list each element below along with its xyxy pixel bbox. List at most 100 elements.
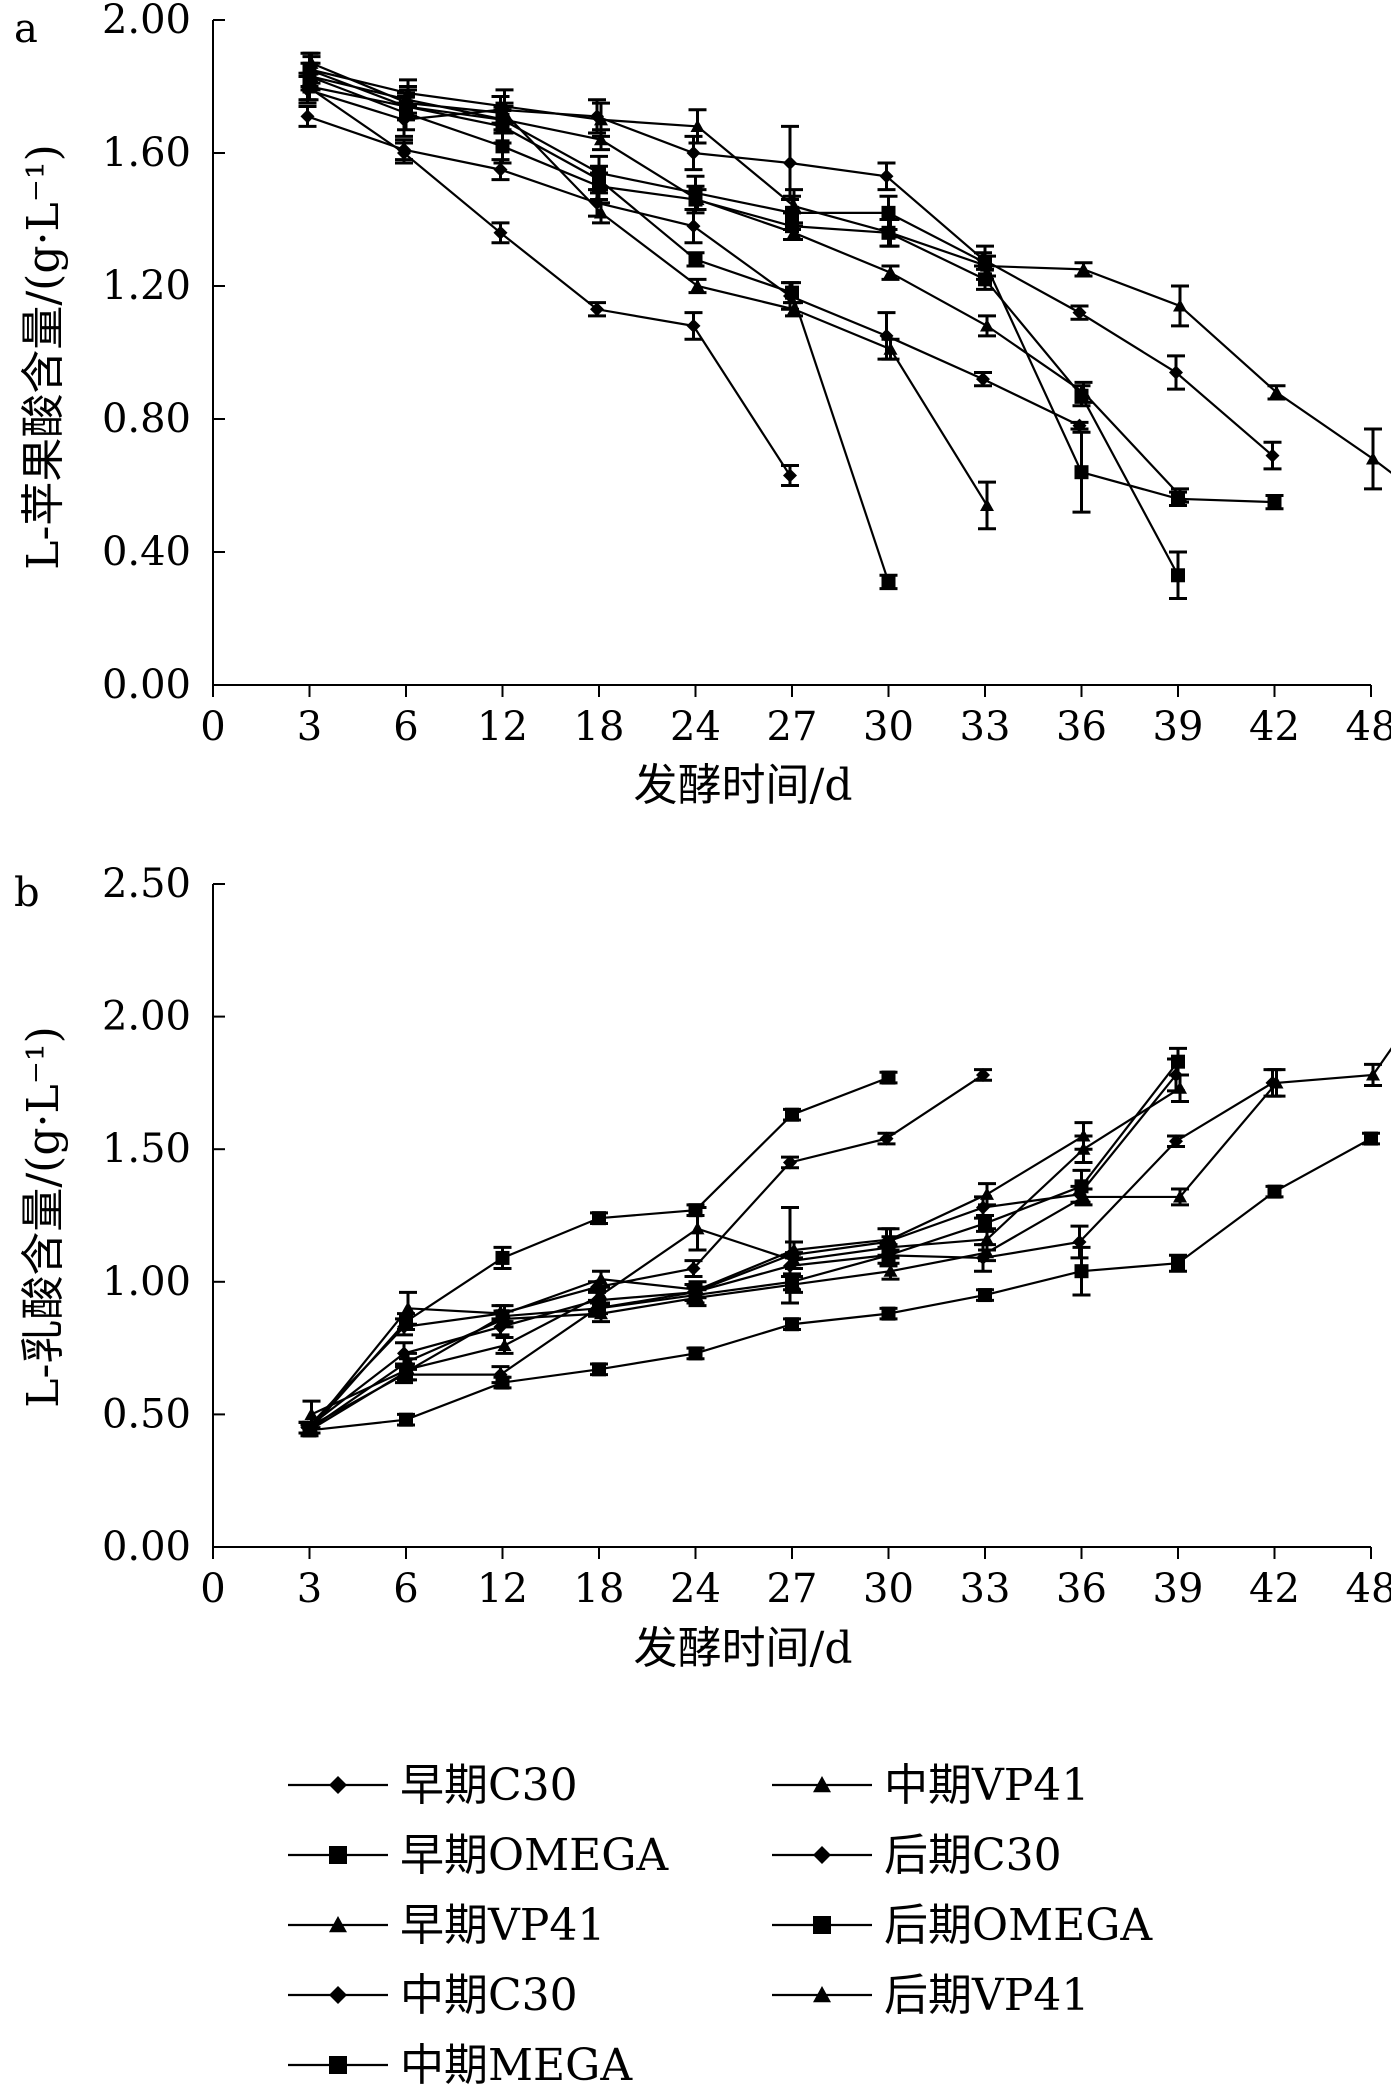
panel-b-data-point [785,1317,799,1332]
legend-marker [813,1916,831,1934]
panel-b-data-point [594,1272,608,1285]
legend-label: 后期VP41 [884,1970,1089,2021]
panel-b-data-point [688,1203,703,1218]
panel-a-x-axis-title: 发酵时间/d [634,760,853,811]
panel-b-series-1 [298,1067,992,1435]
legend-label: 早期C30 [400,1760,578,1811]
panel-a-data-point [493,225,508,240]
panel-b-data-point [399,1412,413,1427]
panel-b-data-point [881,1306,896,1321]
panel-b-data-point [976,1067,990,1082]
panel-b-x-tick-label: 33 [960,1566,1011,1612]
panel-b-x-tick-label: 30 [863,1566,914,1612]
panel-a-label: a [14,6,38,52]
legend-label: 早期OMEGA [400,1830,669,1881]
panel-b-data-point [1074,1179,1089,1194]
panel-a-data-point [1074,465,1089,480]
panel-b-data-point [397,1367,411,1382]
legend-marker [329,1776,347,1794]
panel-a-data-point [686,219,701,234]
panel-a-data-point [1076,385,1091,398]
panel-a-data-point [879,169,894,184]
panel-a-data-point [980,498,994,512]
panel-b-data-point [783,1258,797,1273]
panel-b-data-point [879,1131,894,1146]
panel-b-series-line [309,1137,1372,1432]
panel-b-data-point [401,1354,415,1367]
panel-a-y-tick-label: 0.00 [102,662,191,708]
panel-b-data-point [401,1301,415,1314]
panel-a-data-point [690,279,705,292]
panel-a-x-tick-label: 42 [1249,704,1300,750]
panel-b-data-point [785,1107,799,1122]
panel-b-data-point [1173,1189,1187,1203]
panel-a-series-1 [298,71,799,487]
panel-b-data-point [1072,1235,1087,1250]
panel-b-data-point [304,1420,319,1434]
panel-b-x-tick-label: 0 [200,1566,225,1612]
panel-a-data-point [879,328,894,343]
panel-b-data-point [497,1311,512,1325]
panel-a-y-tick-label: 2.00 [102,0,191,43]
panel-b-data-point [787,1277,801,1291]
panel-a-series-line [311,75,1181,497]
panel-b-x-tick-label: 18 [574,1566,625,1612]
panel-b-data-point [495,1375,510,1390]
panel-b-data-point [304,1407,319,1420]
legend-marker [813,1846,831,1864]
panel-b-data-point [1076,1142,1091,1155]
panel-b-data-point [1076,1189,1091,1203]
panel-b-label: b [14,870,40,916]
panel-a-data-point [1072,305,1087,320]
panel-b-x-tick-label: 24 [670,1566,721,1612]
legend-item: 中期MEGA [288,2040,633,2089]
panel-a-data-point [304,62,319,76]
panel-b-data-point [1267,1184,1282,1199]
panel-a-data-point [783,468,797,483]
panel-a-data-point [495,112,510,127]
panel-b-series-line [311,1087,1181,1416]
legend: 早期C30 早期OMEGA 早期VP41 中期C30 中期MEGA 中期VP41 后期C30… [288,1760,1153,2089]
legend-marker [329,1986,347,2004]
panel-a-data-point [976,372,990,387]
panel-b-y-tick-label: 2.00 [102,994,191,1040]
panel-a-x-tick-label: 36 [1056,704,1107,750]
panel-a-y-tick-label: 1.20 [102,263,191,309]
panel-b-series-line [306,1074,984,1429]
panel-b-x-tick-label: 36 [1056,1566,1107,1612]
panel-b-data-point [1171,1054,1185,1069]
panel-b-data-point [1171,1256,1185,1271]
panel-a-data-point [883,225,898,239]
panel-a-series-line [309,75,1179,576]
legend-item: 早期OMEGA [288,1830,669,1881]
legend-label: 中期MEGA [400,2040,633,2089]
panel-a-data-point [1173,298,1187,312]
panel-b-data-point [881,1070,896,1085]
legend-item: 早期C30 [288,1760,578,1811]
legend-label: 后期C30 [884,1830,1062,1881]
panel-a-x-tick-label: 48 [1346,704,1391,750]
panel-a-x-tick-label: 24 [670,704,721,750]
panel-b-data-point [592,1362,606,1377]
panel-a-data-point [1265,448,1280,463]
panel-b-data-point [978,1216,992,1231]
panel-b-x-tick-label: 27 [767,1566,818,1612]
panel-a-data-point [783,155,797,170]
panel-a-data-point [1171,568,1185,583]
panel-b-data-point [1269,1075,1284,1089]
panel-a-x-tick-label: 30 [863,704,914,750]
panel-b-data-point [879,1248,894,1263]
legend-label: 中期C30 [400,1970,578,2021]
chart-panel-a: a 发酵时间/d L-苹果酸含量/(g·L⁻¹) 0.00 0.40 0.80 1.2… [14,0,1391,811]
panel-a-data-point [590,302,604,317]
panel-a-data-point [688,252,703,267]
panel-a-data-point [302,79,317,94]
panel-a-data-point [495,139,510,154]
panel-b-data-point [592,1211,606,1226]
panel-a-data-point [1171,491,1185,506]
panel-a-data-point [783,288,797,303]
legend-marker [329,1916,347,1933]
panel-a-data-point [883,265,898,279]
panel-a-series-line [306,85,791,477]
panel-b-series-8 [300,1131,1380,1438]
